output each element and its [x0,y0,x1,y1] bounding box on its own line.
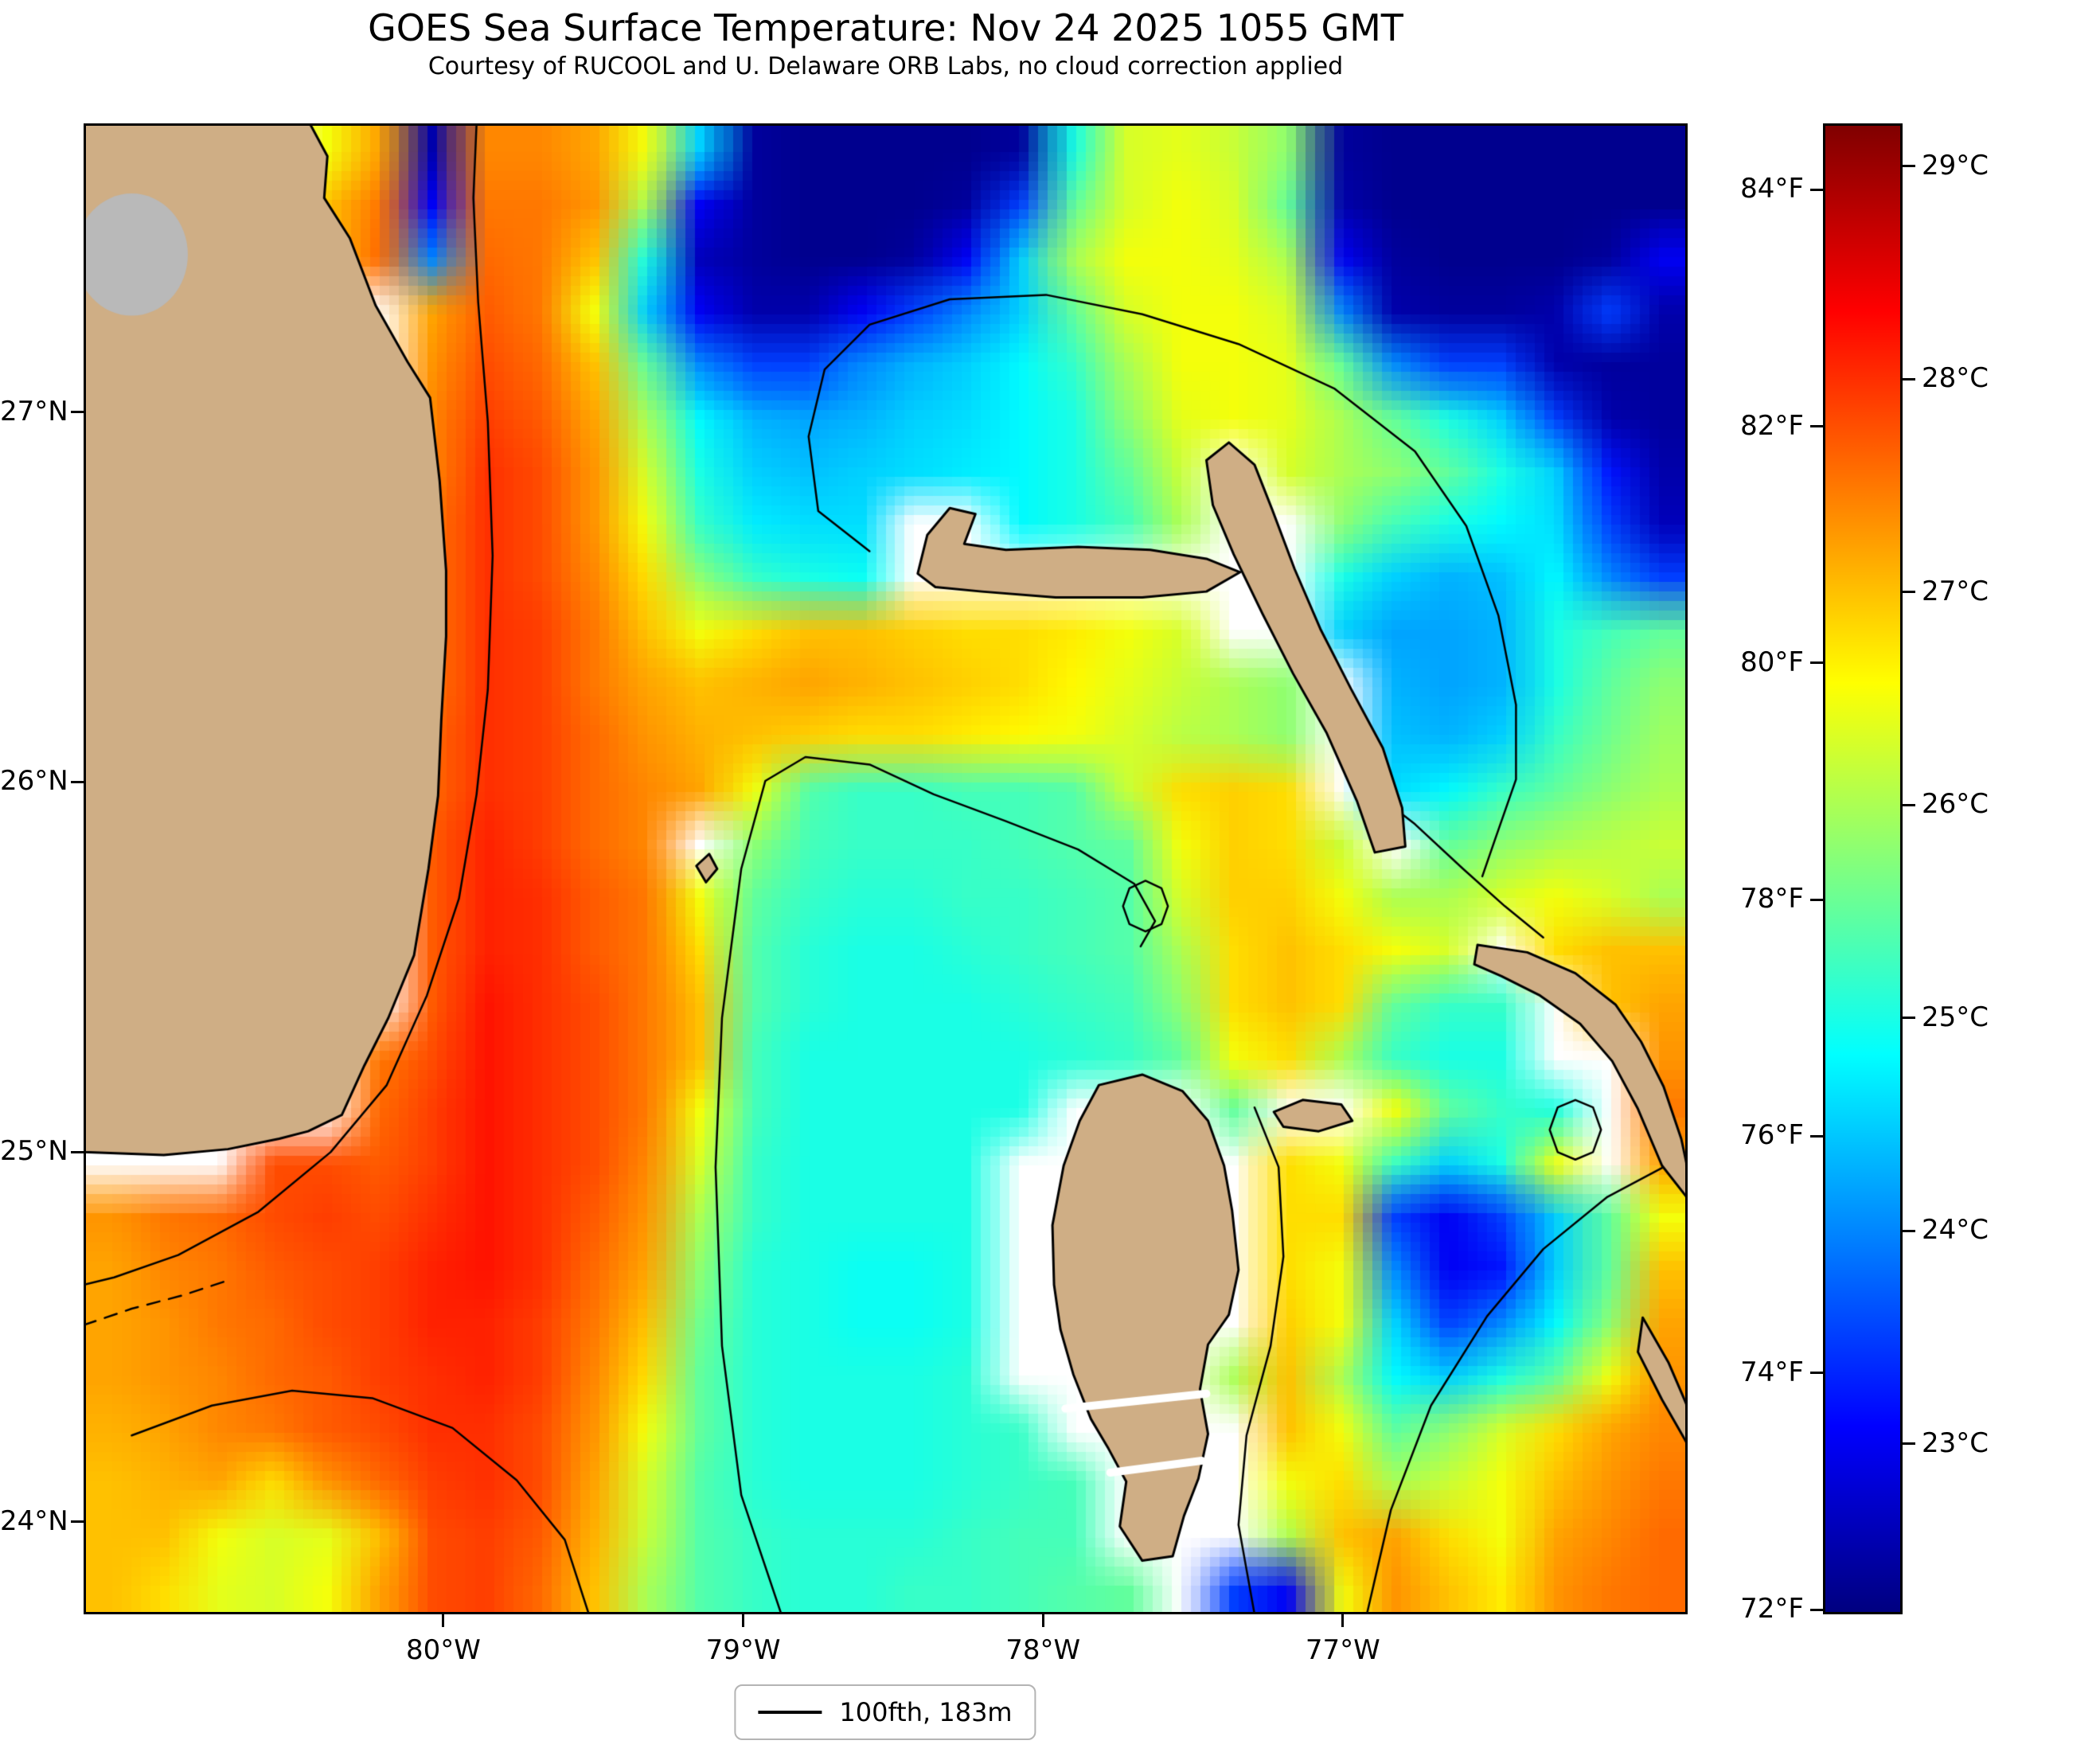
colorbar-c-tick-label: 27°C [1922,575,1989,607]
x-tick-label: 79°W [705,1634,781,1666]
colorbar-f-tick-mark [1810,661,1823,665]
colorbar-c-tick-mark [1903,1229,1915,1232]
colorbar-c-tick-label: 28°C [1922,362,1989,395]
x-tick-label: 77°W [1305,1634,1380,1666]
colorbar-c-tick-mark [1903,1442,1915,1446]
colorbar-c-tick-label: 26°C [1922,788,1989,821]
x-tick-label: 80°W [406,1634,481,1666]
x-tick-mark [742,1614,745,1627]
colorbar-c-tick-mark [1903,165,1915,167]
colorbar-c-tick-label: 25°C [1922,1001,1989,1033]
x-tick-mark [1341,1614,1345,1627]
y-tick-label: 27°N [0,395,68,427]
colorbar-c-tick-mark [1903,803,1915,806]
colorbar-f-tick-label: 74°F [1740,1356,1804,1388]
colorbar-f-tick-mark [1810,425,1823,428]
sst-map-canvas [84,123,1688,1614]
y-tick-label: 25°N [0,1135,68,1168]
colorbar-f-tick-label: 78°F [1740,883,1804,915]
colorbar-c-tick-mark [1903,591,1915,594]
colorbar-c-tick-label: 29°C [1922,149,1989,181]
x-tick-mark [442,1614,445,1627]
x-tick-label: 78°W [1005,1634,1081,1666]
colorbar-c-tick-label: 23°C [1922,1426,1989,1459]
figure-subtitle: Courtesy of RUCOOL and U. Delaware ORB L… [427,53,1344,80]
y-tick-label: 26°N [0,765,68,798]
colorbar-c-tick-mark [1903,1017,1915,1020]
colorbar-f-tick-mark [1810,1134,1823,1138]
y-tick-label: 24°N [0,1504,68,1537]
colorbar-f-tick-mark [1810,1372,1823,1375]
x-tick-mark [1041,1614,1044,1627]
colorbar-f-tick-mark [1810,188,1823,191]
y-tick-mark [71,780,84,783]
colorbar-f-tick-mark [1810,898,1823,901]
colorbar-f-tick-label: 84°F [1740,173,1804,205]
colorbar-c-tick-label: 24°C [1922,1214,1989,1247]
figure-title: GOES Sea Surface Temperature: Nov 24 202… [368,6,1403,49]
colorbar-gradient [1825,126,1900,1612]
y-tick-mark [71,1150,84,1153]
y-tick-mark [71,1520,84,1524]
legend-line-sample [758,1711,822,1714]
colorbar-f-tick-label: 72°F [1740,1593,1804,1625]
y-tick-mark [71,411,84,414]
colorbar-c-tick-mark [1903,377,1915,380]
colorbar-f-tick-mark [1810,1608,1823,1611]
colorbar-f-tick-label: 76°F [1740,1119,1804,1152]
colorbar [1823,123,1903,1614]
legend: 100fth, 183m [734,1684,1036,1740]
colorbar-f-tick-label: 82°F [1740,409,1804,442]
legend-label: 100fth, 183m [839,1697,1013,1727]
colorbar-f-tick-label: 80°F [1740,646,1804,678]
